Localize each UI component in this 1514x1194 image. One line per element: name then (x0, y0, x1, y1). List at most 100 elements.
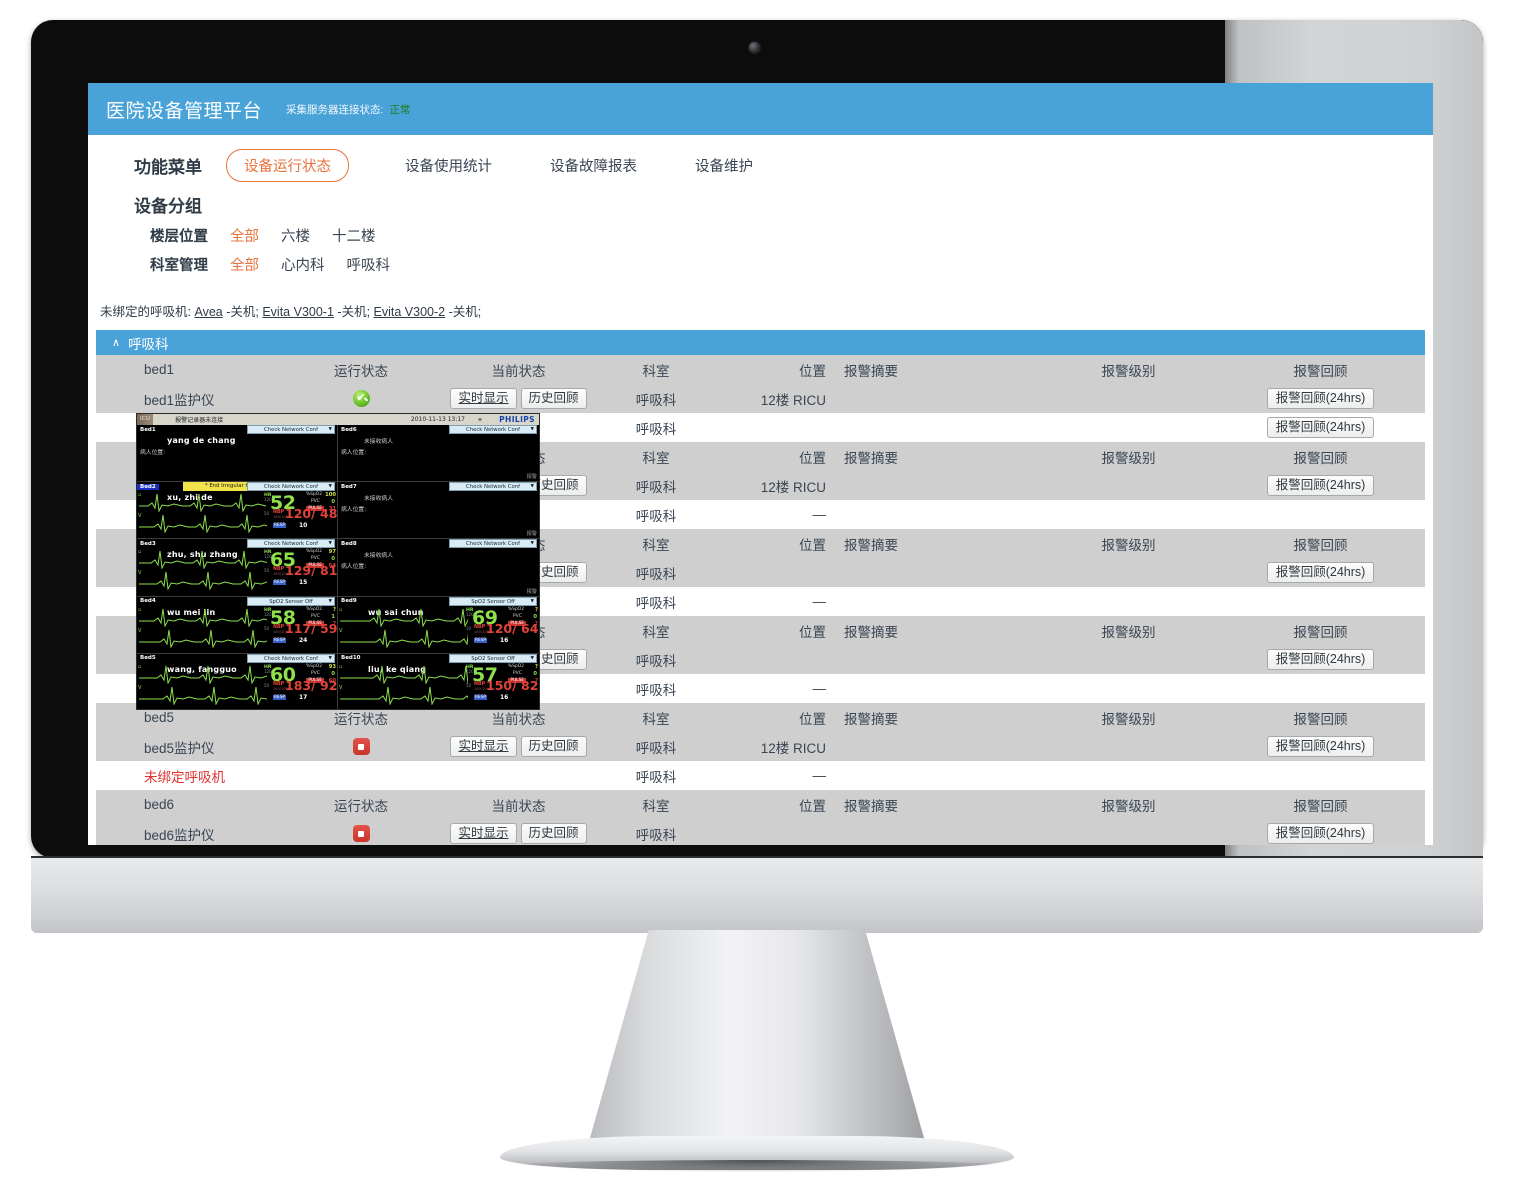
column-header-alarm-summary: 报警摘要 (844, 711, 898, 727)
department-cell: 呼吸科 (635, 566, 677, 582)
filter-dept-option-all[interactable]: 全部 (230, 258, 259, 274)
unbound-prefix: 未绑定的呼吸机: (100, 305, 191, 319)
live-display-button[interactable]: 实时显示 (450, 736, 517, 757)
history-review-button[interactable]: 历史回顾 (520, 823, 587, 844)
ecg-lead-ii-label: ▫ (138, 663, 142, 670)
bed-config-dropdown[interactable]: SpO2 Sensor Off ▼ (247, 596, 335, 606)
tab-fault-report[interactable]: 设备故障报表 (550, 159, 637, 175)
department-group-header[interactable]: ∧ 呼吸科 (96, 330, 1425, 355)
tab-device-status[interactable]: 设备运行状态 (226, 149, 349, 182)
unbound-state-evita-v300-2: -关机; (448, 305, 482, 319)
monitor-bed-panel[interactable]: Bed8 Check Network Conf ▼ 未接收病人 病人位置: 报警 (338, 539, 539, 597)
monitor-column-left: Bed1 Check Network Conf ▼ yang de chang 病人位置… (137, 425, 338, 709)
bed-titlebar: Bed6 Check Network Conf ▼ (338, 425, 539, 434)
chevron-down-icon: ▼ (530, 541, 534, 547)
alarm-review-24hrs-button[interactable]: 报警回顾(24hrs) (1266, 417, 1375, 438)
hr-upper-limit: 120 (466, 668, 474, 674)
bed-config-dropdown[interactable]: Check Network Conf ▼ (449, 482, 537, 492)
bed-config-dropdown[interactable]: SpO2 Sensor Off ▼ (449, 596, 537, 606)
location-cell: — (812, 594, 827, 609)
pvc-value: 0 (533, 613, 537, 620)
bed-config-dropdown[interactable]: SpO2 Sensor Off ▼ (449, 653, 537, 663)
bed-config-dropdown[interactable]: Check Network Conf ▼ (449, 425, 537, 434)
resp-label: RESP (474, 694, 488, 700)
unbound-state-evita-v300-1: -关机; (337, 305, 371, 319)
pulse-value: 64 (328, 563, 336, 570)
column-header-alarm-level: 报警级别 (1101, 363, 1156, 379)
device-name: bed1监护仪 (144, 392, 215, 408)
bed-config-dropdown[interactable]: Check Network Conf ▼ (247, 482, 335, 492)
philips-monitor-overlay[interactable]: ICU 报警记录器未连接 2010-11-13 13:17 ⚭ PHILIPS … (136, 413, 540, 710)
pvc-value: 1 (331, 613, 335, 620)
hr-lower-limit: 50 (466, 682, 472, 688)
column-header-alarm-review: 报警回顾 (1293, 711, 1348, 727)
alarm-review-cell: 报警回顾(24hrs) (1216, 562, 1425, 583)
alarm-review-24hrs-button[interactable]: 报警回顾(24hrs) (1266, 823, 1375, 844)
column-header-alarm-review: 报警回顾 (1293, 798, 1348, 814)
filter-floor-option-all[interactable]: 全部 (230, 229, 259, 245)
department-cell: 呼吸科 (635, 653, 677, 669)
nbp-limits: 160/100 (273, 629, 288, 634)
app-screen: 医院设备管理平台 采集服务器连接状态: 正常 功能菜单 设备运行状态 设备使用统… (88, 83, 1433, 845)
filter-floor-option-6f[interactable]: 六楼 (281, 229, 310, 245)
unbound-device-evita-v300-1[interactable]: Evita V300-1 (262, 305, 334, 319)
nbp-value: 120/ 64( 81) (486, 620, 539, 636)
nbp-limits: 160/100 (273, 572, 288, 577)
bed-label: bed1 (144, 362, 175, 377)
hr-lower-limit: 50 (264, 682, 270, 688)
hr-upper-limit: 120 (264, 497, 272, 503)
bed-titlebar: Bed3 Check Network Conf ▼ (137, 539, 337, 549)
ecg-waveform-top (340, 665, 468, 684)
tab-maintenance[interactable]: 设备维护 (695, 159, 753, 175)
alarm-review-24hrs-button[interactable]: 报警回顾(24hrs) (1266, 475, 1375, 496)
bed-config-dropdown[interactable]: Check Network Conf ▼ (449, 539, 537, 549)
column-header-department: 科室 (642, 624, 670, 640)
column-header-location: 位置 (799, 711, 826, 727)
monitor-datetime: 2010-11-13 13:17 (410, 416, 465, 423)
resp-value: 15 (299, 579, 308, 587)
history-review-button[interactable]: 历史回顾 (520, 388, 587, 409)
alarm-review-24hrs-button[interactable]: 报警回顾(24hrs) (1266, 649, 1375, 670)
ecg-waveform-top (139, 494, 267, 513)
monitor-stand-neck (588, 930, 926, 1145)
bezel-divider (31, 856, 1483, 859)
column-header-alarm-review: 报警回顾 (1293, 363, 1348, 379)
alarm-review-24hrs-button[interactable]: 报警回顾(24hrs) (1266, 388, 1375, 409)
monitor-bed-panel[interactable]: Bed7 Check Network Conf ▼ 未接收病人 病人位置: 报警 (338, 482, 539, 540)
column-header-alarm-level: 报警级别 (1101, 537, 1156, 553)
unbound-device-avea[interactable]: Avea (194, 305, 223, 319)
live-display-button[interactable]: 实时显示 (450, 388, 517, 409)
run-status-cell (286, 390, 436, 407)
monitor-bed-panel[interactable]: Bed1 Check Network Conf ▼ yang de chang 病人位置… (137, 425, 337, 483)
current-status-cell: 实时显示历史回顾 (436, 736, 601, 757)
alarm-review-cell: 报警回顾(24hrs) (1216, 736, 1425, 757)
table-header-row: bed6 运行状态 当前状态 科室 位置 报警摘要 报警级别 报警回顾 (96, 790, 1425, 819)
filter-dept-option-cardiology[interactable]: 心内科 (281, 258, 325, 274)
monitor-bed-panel[interactable]: Bed6 Check Network Conf ▼ 未接收病人 病人位置: 报警 (338, 425, 539, 483)
filter-floor-option-12f[interactable]: 十二楼 (332, 229, 376, 245)
alarm-review-24hrs-button[interactable]: 报警回顾(24hrs) (1266, 562, 1375, 583)
pvc-label: PVC (310, 499, 320, 505)
bed-id-label: Bed3 (140, 540, 156, 547)
connection-status-label: 采集服务器连接状态: (286, 103, 384, 116)
history-review-button[interactable]: 历史回顾 (520, 736, 587, 757)
department-cell: 呼吸科 (635, 479, 677, 495)
tab-usage-stats[interactable]: 设备使用统计 (405, 159, 492, 175)
bed-config-dropdown[interactable]: Check Network Conf ▼ (247, 425, 335, 434)
bed-titlebar: Bed5 Check Network Conf ▼ (137, 653, 337, 663)
filter-dept-option-respiratory[interactable]: 呼吸科 (346, 258, 391, 274)
bed-config-dropdown[interactable]: Check Network Conf ▼ (247, 539, 335, 549)
bed-patient-name: liu, ke qiang (368, 664, 427, 674)
live-display-button[interactable]: 实时显示 (450, 823, 517, 844)
pulse-label: PULSE (306, 677, 324, 683)
ecg-waveform-top (139, 551, 267, 570)
alarm-review-24hrs-button[interactable]: 报警回顾(24hrs) (1266, 736, 1375, 757)
monitor-bed-panel[interactable]: Bed2 * End Irregular HR Check Network Conf… (137, 482, 337, 540)
bed-config-dropdown[interactable]: Check Network Conf ▼ (247, 653, 335, 663)
unbound-device-evita-v300-2[interactable]: Evita V300-2 (373, 305, 446, 319)
